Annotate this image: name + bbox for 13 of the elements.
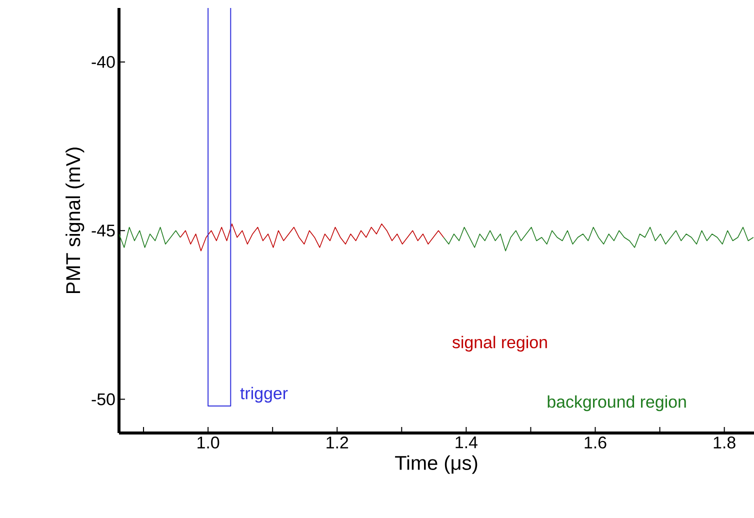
text: background region xyxy=(548,395,686,412)
x-tick-label: 1.6 xyxy=(584,436,606,449)
x-axis-title: Time (μs) xyxy=(395,455,478,474)
text: signal region xyxy=(452,336,547,352)
x-tick-label: 1.8 xyxy=(714,436,736,449)
y-axis-title: PMT signal (mV) xyxy=(66,148,84,294)
x-tick-label: 1.0 xyxy=(198,436,220,449)
series-label: trigger xyxy=(240,386,288,403)
x-tick-label: 1.4 xyxy=(456,436,478,448)
y-tick-label: -45 xyxy=(92,224,115,237)
x-tick-label: 1.2 xyxy=(326,436,348,448)
y-tick-label: -50 xyxy=(92,393,115,406)
y-tick-label: -40 xyxy=(92,56,115,68)
